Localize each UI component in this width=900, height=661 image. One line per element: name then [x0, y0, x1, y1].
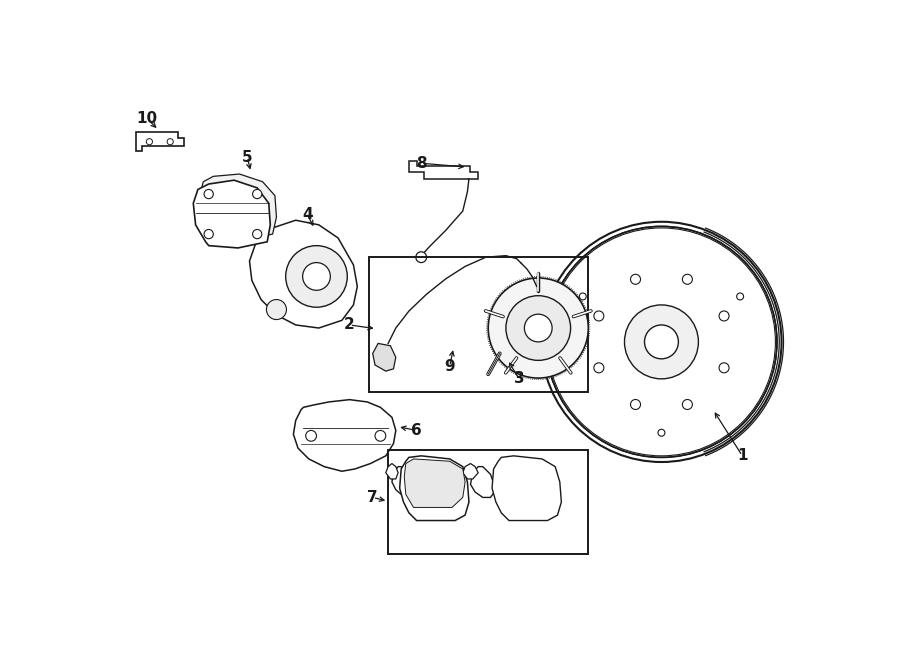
Polygon shape: [200, 174, 276, 240]
Polygon shape: [471, 467, 496, 498]
Bar: [369, 257, 589, 392]
Circle shape: [285, 246, 347, 307]
Circle shape: [594, 311, 604, 321]
Circle shape: [302, 262, 330, 290]
Circle shape: [719, 311, 729, 321]
Circle shape: [719, 363, 729, 373]
Polygon shape: [386, 463, 398, 479]
Text: 9: 9: [445, 359, 455, 374]
Circle shape: [253, 190, 262, 199]
Circle shape: [547, 228, 776, 456]
Polygon shape: [492, 456, 562, 520]
Circle shape: [416, 252, 427, 262]
Circle shape: [506, 295, 571, 360]
Text: 5: 5: [242, 149, 253, 165]
Circle shape: [631, 399, 641, 410]
Text: 4: 4: [302, 208, 312, 222]
Bar: [388, 449, 589, 554]
Circle shape: [488, 278, 589, 378]
Circle shape: [737, 293, 743, 300]
Polygon shape: [400, 456, 469, 520]
Circle shape: [306, 430, 317, 442]
Circle shape: [253, 229, 262, 239]
Circle shape: [631, 274, 641, 284]
Circle shape: [147, 139, 152, 145]
Text: 3: 3: [514, 371, 525, 386]
Circle shape: [625, 305, 698, 379]
Polygon shape: [463, 463, 478, 479]
Text: 8: 8: [416, 156, 427, 171]
Text: 7: 7: [367, 490, 378, 505]
Circle shape: [204, 190, 213, 199]
Polygon shape: [136, 132, 184, 151]
Circle shape: [525, 314, 552, 342]
Text: 1: 1: [737, 448, 748, 463]
Text: 6: 6: [411, 423, 422, 438]
Circle shape: [682, 399, 692, 410]
Circle shape: [375, 430, 386, 442]
Polygon shape: [249, 220, 357, 328]
Polygon shape: [409, 161, 478, 178]
Polygon shape: [392, 467, 409, 494]
Text: 10: 10: [137, 111, 157, 126]
Circle shape: [204, 229, 213, 239]
Circle shape: [266, 299, 286, 319]
Polygon shape: [373, 344, 396, 371]
Circle shape: [658, 429, 665, 436]
Polygon shape: [404, 459, 465, 508]
Polygon shape: [194, 180, 270, 248]
Circle shape: [167, 139, 174, 145]
Circle shape: [546, 226, 777, 457]
Circle shape: [580, 293, 586, 300]
Polygon shape: [293, 400, 396, 471]
Circle shape: [644, 325, 679, 359]
Text: 2: 2: [344, 317, 355, 332]
Circle shape: [682, 274, 692, 284]
Circle shape: [594, 363, 604, 373]
